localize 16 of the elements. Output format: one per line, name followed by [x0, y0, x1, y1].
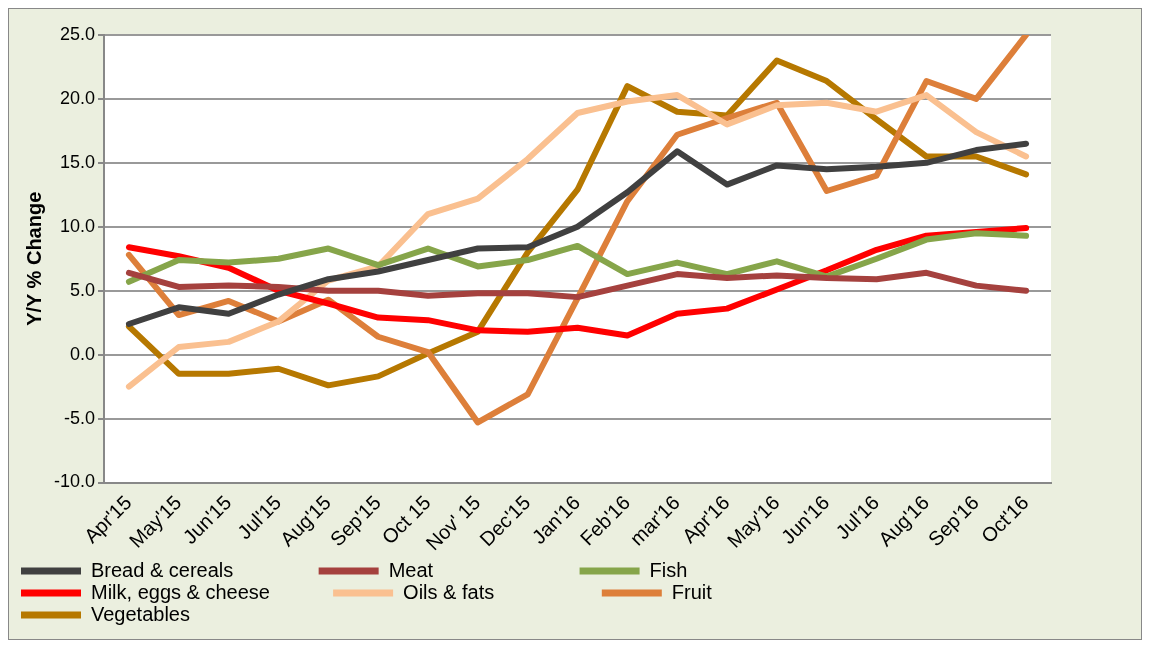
legend-label: Bread & cereals: [91, 558, 317, 581]
legend-label: Fruit: [671, 580, 851, 603]
y-tick-label: -10.0: [54, 471, 96, 492]
legend-label: Fish: [649, 558, 832, 581]
y-tick-label: 20.0: [59, 87, 96, 108]
y-tick-label: -5.0: [64, 407, 96, 428]
legend-label: Meat: [388, 558, 578, 581]
y-tick-label: 25.0: [59, 23, 96, 44]
legend-label: Vegetables: [91, 602, 302, 625]
y-axis-title: Y/Y % Change: [22, 191, 45, 326]
y-tick-label: 0.0: [70, 343, 96, 364]
y-tick-label: 15.0: [59, 151, 96, 172]
y-tick-label: 5.0: [70, 279, 96, 300]
legend-label: Oils & fats: [403, 580, 600, 603]
y-tick-label: 10.0: [59, 215, 96, 236]
legend-label: Milk, eggs & cheese: [91, 580, 332, 603]
